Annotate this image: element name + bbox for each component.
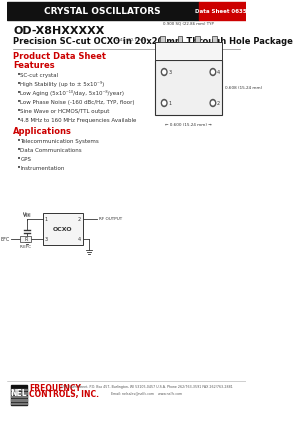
- Text: Product Data Sheet: Product Data Sheet: [13, 51, 106, 60]
- Text: Data Sheet 06350: Data Sheet 06350: [195, 8, 250, 14]
- Circle shape: [210, 68, 216, 76]
- Text: 2: 2: [78, 216, 81, 221]
- Text: 0.900 SQ (22.86 mm) TYP: 0.900 SQ (22.86 mm) TYP: [163, 21, 214, 25]
- Bar: [11, 388, 27, 390]
- Bar: [7, 2, 199, 20]
- Text: Instrumentation: Instrumentation: [20, 165, 65, 170]
- Text: OD-X8HXXXXX: OD-X8HXXXXX: [13, 26, 105, 36]
- Text: OCXO: OCXO: [53, 227, 73, 232]
- Text: Email: nelsales@nelfc.com    www.nelfc.com: Email: nelsales@nelfc.com www.nelfc.com: [111, 391, 182, 395]
- Text: 1: 1: [44, 216, 48, 221]
- Circle shape: [163, 70, 166, 74]
- Bar: [178, 36, 182, 42]
- Bar: [154, 60, 223, 115]
- Bar: [11, 396, 27, 397]
- Text: EFC: EFC: [0, 236, 9, 241]
- Text: 3: 3: [44, 236, 48, 241]
- Circle shape: [163, 101, 166, 105]
- Text: SC-cut crystal: SC-cut crystal: [20, 73, 58, 77]
- Text: Precision SC-cut OCXO in 20x20 mm Through Hole Package: Precision SC-cut OCXO in 20x20 mm Throug…: [13, 37, 293, 45]
- Text: 2: 2: [217, 100, 220, 105]
- Text: •: •: [16, 165, 20, 171]
- Bar: [199, 2, 246, 20]
- Text: •: •: [16, 72, 20, 78]
- Text: Low Aging (5x10⁻¹⁰/day, 5x10⁻⁸/year): Low Aging (5x10⁻¹⁰/day, 5x10⁻⁸/year): [20, 90, 124, 96]
- Text: FREQUENCY: FREQUENCY: [29, 385, 81, 394]
- Text: R-EFC: R-EFC: [20, 245, 32, 249]
- Text: R: R: [24, 236, 28, 241]
- Text: •: •: [16, 147, 20, 153]
- Text: 4: 4: [217, 70, 220, 74]
- Text: Sine Wave or HCMOS/TTL output: Sine Wave or HCMOS/TTL output: [20, 108, 110, 113]
- Text: •: •: [16, 138, 20, 144]
- Bar: [11, 399, 27, 400]
- Circle shape: [212, 70, 214, 74]
- Text: 557 Balm Street, P.O. Box 457, Burlington, WI 53105-0457 U.S.A. Phone 262/763-35: 557 Balm Street, P.O. Box 457, Burlingto…: [61, 385, 233, 389]
- Text: NEL: NEL: [11, 388, 27, 397]
- Bar: [160, 36, 165, 42]
- Text: •: •: [16, 156, 20, 162]
- Text: Low Phase Noise (-160 dBc/Hz, TYP, floor): Low Phase Noise (-160 dBc/Hz, TYP, floor…: [20, 99, 135, 105]
- Bar: [11, 402, 27, 404]
- Text: 0.590/0.610 (14.99/15.49 mm) TYP: 0.590/0.610 (14.99/15.49 mm) TYP: [154, 16, 223, 20]
- Text: •: •: [16, 99, 20, 105]
- Text: Data Communications: Data Communications: [20, 147, 82, 153]
- Bar: [11, 392, 27, 394]
- Bar: [154, 42, 223, 60]
- Text: ← 0.600 (15.24 mm) →: ← 0.600 (15.24 mm) →: [165, 123, 212, 127]
- Circle shape: [161, 99, 167, 107]
- Text: 3: 3: [168, 70, 171, 74]
- Text: •: •: [16, 108, 20, 114]
- Circle shape: [212, 101, 214, 105]
- Text: High Stability (up to ± 5x10⁻⁹): High Stability (up to ± 5x10⁻⁹): [20, 81, 105, 87]
- Bar: [11, 385, 27, 405]
- Text: Vcc: Vcc: [22, 212, 31, 217]
- Text: CRYSTAL OSCILLATORS: CRYSTAL OSCILLATORS: [44, 6, 161, 15]
- Text: 4: 4: [78, 236, 81, 241]
- Text: 4.8 MHz to 160 MHz Frequencies Available: 4.8 MHz to 160 MHz Frequencies Available: [20, 117, 137, 122]
- Text: 0.42 (10.7 mm): 0.42 (10.7 mm): [116, 38, 148, 42]
- Text: 0.608 (15.24 mm): 0.608 (15.24 mm): [225, 85, 262, 90]
- Text: Telecommunication Systems: Telecommunication Systems: [20, 139, 99, 144]
- Text: 1: 1: [168, 100, 171, 105]
- Circle shape: [210, 99, 216, 107]
- Text: GPS: GPS: [20, 156, 32, 162]
- Bar: [195, 36, 200, 42]
- Text: •: •: [16, 90, 20, 96]
- Text: Applications: Applications: [13, 127, 72, 136]
- Text: Features: Features: [13, 60, 55, 70]
- Bar: [20, 236, 31, 242]
- Bar: [43, 213, 83, 245]
- Text: •: •: [16, 81, 20, 87]
- Text: RF OUTPUT: RF OUTPUT: [99, 217, 122, 221]
- Bar: [212, 36, 217, 42]
- Text: •: •: [16, 117, 20, 123]
- Text: Vcc: Vcc: [22, 213, 31, 218]
- Text: CONTROLS, INC.: CONTROLS, INC.: [29, 391, 99, 399]
- Circle shape: [161, 68, 167, 76]
